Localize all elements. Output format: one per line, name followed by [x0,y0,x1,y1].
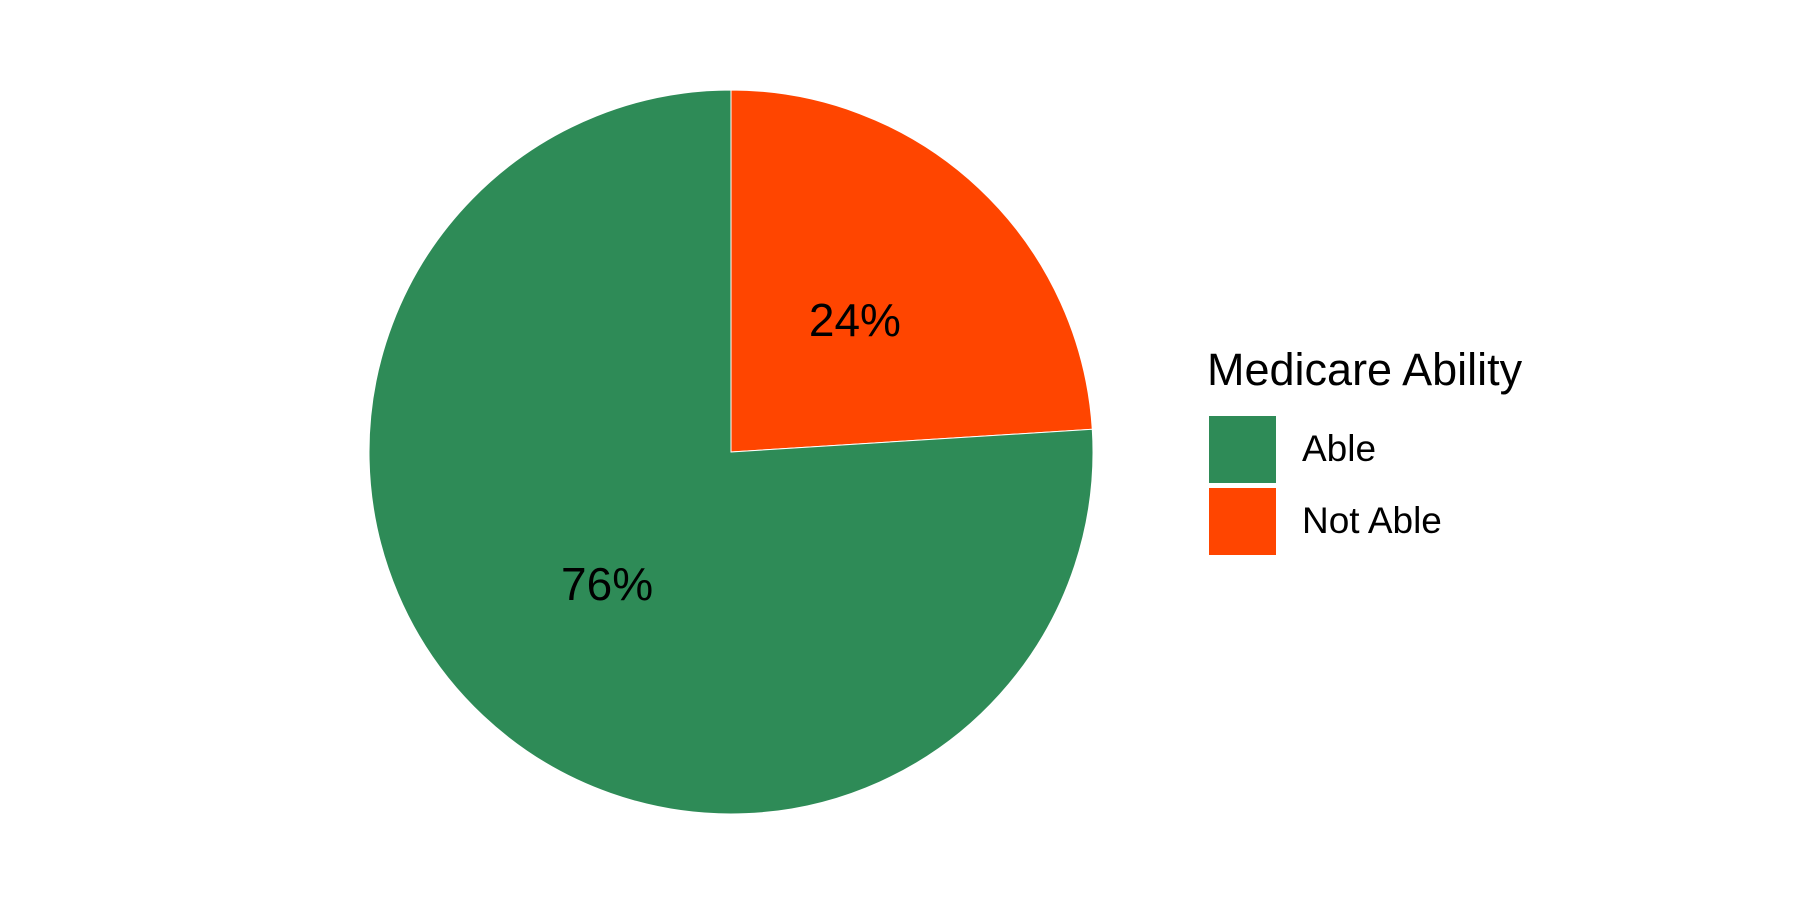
legend-title: Medicare Ability [1207,344,1523,395]
slice-label-not-able: 24% [809,294,901,346]
legend-swatch-able [1209,415,1276,483]
pie-slice-able [368,89,1094,815]
legend-item-not-able: Not Able [1207,485,1522,557]
legend: Medicare Ability Able Not Able [1207,345,1522,557]
legend-label-able: Able [1302,428,1377,469]
pie-slice-not-able [730,89,1093,453]
slice-label-able: 76% [561,558,653,610]
legend-item-able: Able [1207,413,1522,485]
legend-swatch-not-able [1209,487,1276,555]
legend-label-not-able: Not Able [1302,500,1442,541]
